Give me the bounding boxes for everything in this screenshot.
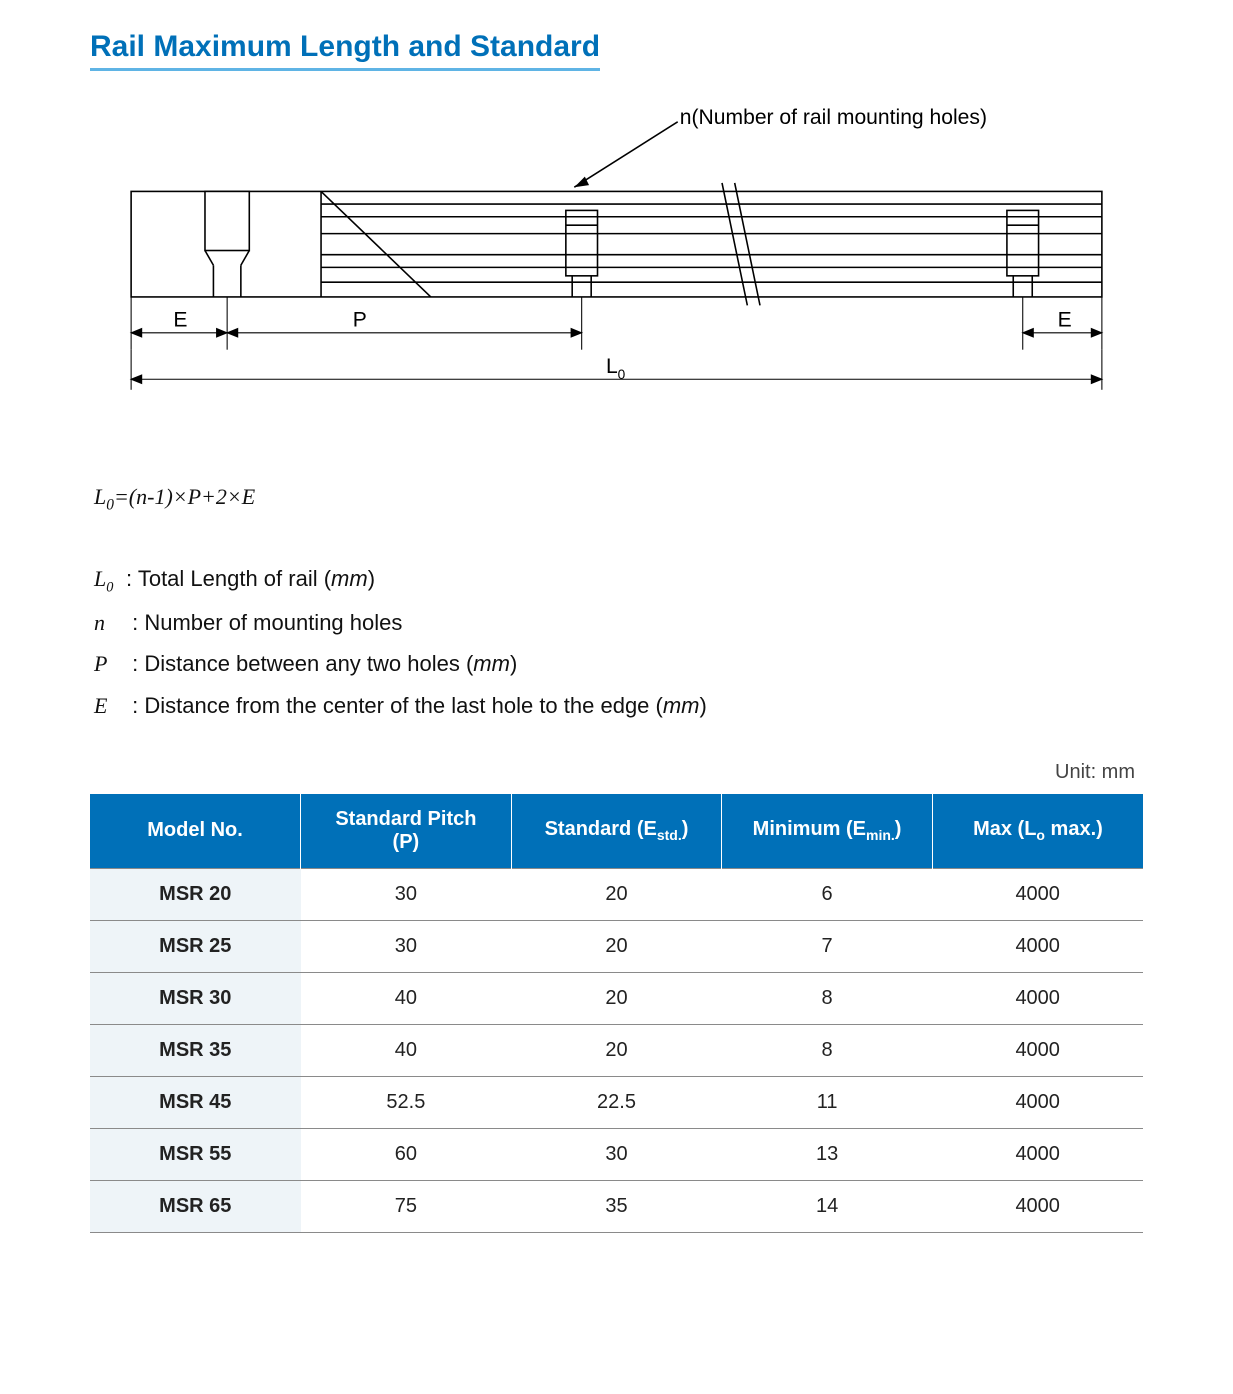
dim-P-label: P [353,308,367,331]
value-cell: 8 [722,972,933,1024]
table-row: MSR 4552.522.5114000 [90,1076,1143,1128]
model-cell: MSR 65 [90,1180,301,1232]
value-cell: 20 [511,920,722,972]
value-cell: 40 [301,972,512,1024]
value-cell: 20 [511,1024,722,1076]
table-row: MSR 35402084000 [90,1024,1143,1076]
dim-E-left-label: E [173,308,187,331]
unit-label: Unit: mm [90,761,1135,784]
definition-row: L0: Total Length of rail (mm) [94,558,1143,602]
value-cell: 30 [301,920,512,972]
value-cell: 13 [722,1128,933,1180]
value-cell: 4000 [932,1076,1143,1128]
table-header-cell: Max (Lo max.) [932,794,1143,869]
dim-E-right-label: E [1058,308,1072,331]
value-cell: 20 [511,972,722,1024]
table-row: MSR 30402084000 [90,972,1143,1024]
model-cell: MSR 45 [90,1076,301,1128]
page-title: Rail Maximum Length and Standard [90,30,600,71]
formula: L0=(n-1)×P+2×E [94,484,1143,514]
page: Rail Maximum Length and Standard n(Numbe… [0,0,1233,1394]
value-cell: 22.5 [511,1076,722,1128]
definitions-list: L0: Total Length of rail (mm)n : Number … [94,558,1143,727]
table-header-cell: Model No. [90,794,301,869]
table-row: MSR 20302064000 [90,868,1143,920]
dim-L0-label: L0 [606,355,626,382]
value-cell: 6 [722,868,933,920]
value-cell: 75 [301,1180,512,1232]
table-header-row: Model No.Standard Pitch(P)Standard (Estd… [90,794,1143,869]
rail-diagram: n(Number of rail mounting holes) [90,107,1143,450]
value-cell: 4000 [932,1024,1143,1076]
table-row: MSR 556030134000 [90,1128,1143,1180]
value-cell: 14 [722,1180,933,1232]
rail-outline [131,183,1102,305]
value-cell: 7 [722,920,933,972]
model-cell: MSR 55 [90,1128,301,1180]
definition-row: E : Distance from the center of the last… [94,685,1143,727]
rail-svg: n(Number of rail mounting holes) [110,107,1123,445]
value-cell: 35 [511,1180,722,1232]
callout-text: n(Number of rail mounting holes) [680,107,987,129]
definition-row: P : Distance between any two holes (mm) [94,643,1143,685]
value-cell: 4000 [932,868,1143,920]
table-row: MSR 657535144000 [90,1180,1143,1232]
value-cell: 4000 [932,1180,1143,1232]
value-cell: 4000 [932,972,1143,1024]
value-cell: 4000 [932,1128,1143,1180]
value-cell: 4000 [932,920,1143,972]
model-cell: MSR 35 [90,1024,301,1076]
mounting-hole [1007,210,1039,297]
model-cell: MSR 25 [90,920,301,972]
model-cell: MSR 30 [90,972,301,1024]
value-cell: 60 [301,1128,512,1180]
model-cell: MSR 20 [90,868,301,920]
value-cell: 52.5 [301,1076,512,1128]
table-row: MSR 25302074000 [90,920,1143,972]
value-cell: 8 [722,1024,933,1076]
value-cell: 20 [511,868,722,920]
table-header-cell: Minimum (Emin.) [722,794,933,869]
definition-row: n : Number of mounting holes [94,602,1143,644]
mounting-hole [566,210,598,297]
value-cell: 40 [301,1024,512,1076]
spec-table: Model No.Standard Pitch(P)Standard (Estd… [90,794,1143,1233]
value-cell: 11 [722,1076,933,1128]
value-cell: 30 [511,1128,722,1180]
table-header-cell: Standard Pitch(P) [301,794,512,869]
table-header-cell: Standard (Estd.) [511,794,722,869]
dim-P [227,297,582,350]
value-cell: 30 [301,868,512,920]
table-body: MSR 20302064000MSR 25302074000MSR 304020… [90,868,1143,1232]
